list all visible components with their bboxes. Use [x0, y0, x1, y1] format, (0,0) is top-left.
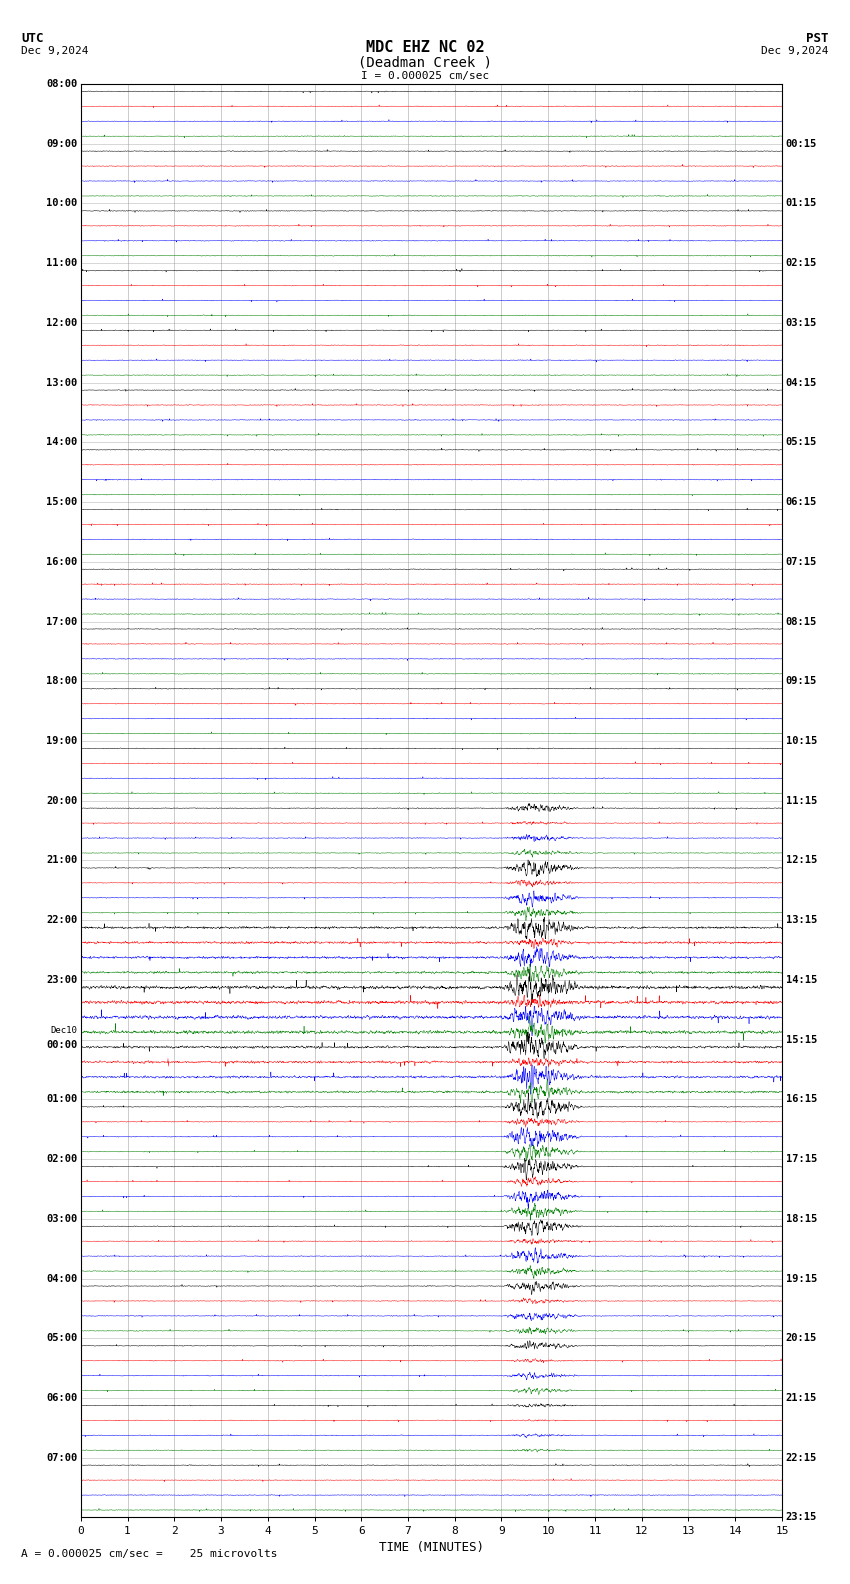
Text: UTC: UTC [21, 32, 43, 44]
Text: 19:15: 19:15 [785, 1274, 817, 1283]
Text: 22:00: 22:00 [46, 916, 77, 925]
Text: 10:00: 10:00 [46, 198, 77, 209]
Text: 17:00: 17:00 [46, 616, 77, 627]
Text: 03:00: 03:00 [46, 1213, 77, 1224]
Text: 12:00: 12:00 [46, 318, 77, 328]
Text: 09:15: 09:15 [785, 676, 817, 686]
Text: 18:15: 18:15 [785, 1213, 817, 1224]
Text: 21:00: 21:00 [46, 855, 77, 865]
Text: 04:15: 04:15 [785, 377, 817, 388]
Text: Dec 9,2024: Dec 9,2024 [21, 46, 88, 55]
Text: 08:00: 08:00 [46, 79, 77, 89]
Text: 01:15: 01:15 [785, 198, 817, 209]
Text: 15:00: 15:00 [46, 497, 77, 507]
Text: 00:00: 00:00 [46, 1039, 77, 1050]
Text: 16:00: 16:00 [46, 558, 77, 567]
Text: 06:00: 06:00 [46, 1392, 77, 1403]
Text: 03:15: 03:15 [785, 318, 817, 328]
Text: 09:00: 09:00 [46, 139, 77, 149]
Text: 05:15: 05:15 [785, 437, 817, 447]
Text: 23:00: 23:00 [46, 974, 77, 985]
Text: 06:15: 06:15 [785, 497, 817, 507]
Text: 20:00: 20:00 [46, 795, 77, 806]
Text: 12:15: 12:15 [785, 855, 817, 865]
Text: 02:15: 02:15 [785, 258, 817, 268]
Text: 08:15: 08:15 [785, 616, 817, 627]
Text: A = 0.000025 cm/sec =    25 microvolts: A = 0.000025 cm/sec = 25 microvolts [21, 1549, 278, 1559]
X-axis label: TIME (MINUTES): TIME (MINUTES) [379, 1541, 484, 1554]
Text: 05:00: 05:00 [46, 1334, 77, 1343]
Text: 18:00: 18:00 [46, 676, 77, 686]
Text: 07:00: 07:00 [46, 1453, 77, 1462]
Text: 16:15: 16:15 [785, 1095, 817, 1104]
Text: 11:00: 11:00 [46, 258, 77, 268]
Text: 11:15: 11:15 [785, 795, 817, 806]
Text: 20:15: 20:15 [785, 1334, 817, 1343]
Text: 14:15: 14:15 [785, 974, 817, 985]
Text: 14:00: 14:00 [46, 437, 77, 447]
Text: 01:00: 01:00 [46, 1095, 77, 1104]
Text: 10:15: 10:15 [785, 737, 817, 746]
Text: 17:15: 17:15 [785, 1155, 817, 1164]
Text: Dec 9,2024: Dec 9,2024 [762, 46, 829, 55]
Text: 21:15: 21:15 [785, 1392, 817, 1403]
Text: MDC EHZ NC 02: MDC EHZ NC 02 [366, 40, 484, 54]
Text: 22:15: 22:15 [785, 1453, 817, 1462]
Text: Dec10: Dec10 [50, 1026, 77, 1036]
Text: 00:15: 00:15 [785, 139, 817, 149]
Text: PST: PST [807, 32, 829, 44]
Text: 04:00: 04:00 [46, 1274, 77, 1283]
Text: 07:15: 07:15 [785, 558, 817, 567]
Text: I = 0.000025 cm/sec: I = 0.000025 cm/sec [361, 71, 489, 81]
Text: 02:00: 02:00 [46, 1155, 77, 1164]
Text: 13:00: 13:00 [46, 377, 77, 388]
Text: 23:15: 23:15 [785, 1513, 817, 1522]
Text: (Deadman Creek ): (Deadman Creek ) [358, 55, 492, 70]
Text: 19:00: 19:00 [46, 737, 77, 746]
Text: 15:15: 15:15 [785, 1034, 817, 1044]
Text: 13:15: 13:15 [785, 916, 817, 925]
